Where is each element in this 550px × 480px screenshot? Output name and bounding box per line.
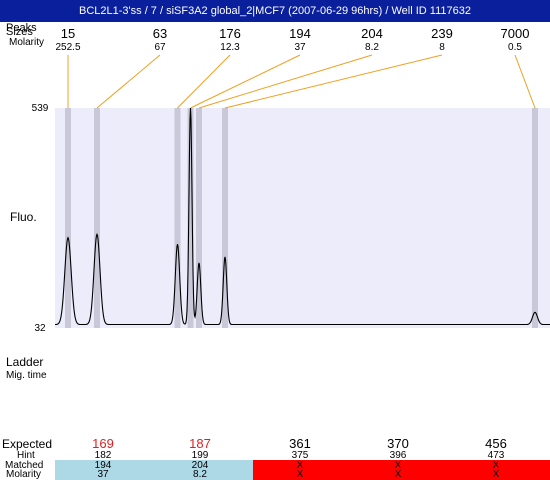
peak-connector xyxy=(198,54,373,109)
matched-row-bg xyxy=(55,460,253,480)
matched-label: Matched xyxy=(5,460,44,471)
peak-connector xyxy=(177,54,231,109)
peak-size-label: 204 xyxy=(361,26,383,41)
peak-molarity-label: 37 xyxy=(294,42,306,53)
peak-size-label: 239 xyxy=(431,26,453,41)
plot-area xyxy=(55,108,550,328)
matched-value: X xyxy=(394,460,402,471)
expected-value: 187 xyxy=(189,436,211,451)
peak-band xyxy=(174,108,181,328)
peak-band xyxy=(187,108,194,328)
expected-value: 370 xyxy=(387,436,409,451)
hint-value: 396 xyxy=(389,450,407,461)
window-title: BCL2L1-3'ss / 7 / siSF3A2 global_2|MCF7 … xyxy=(0,0,550,22)
hint-label: Hint xyxy=(17,450,35,461)
peak-size-label: 194 xyxy=(289,26,311,41)
peaks-label: Peaks xyxy=(6,22,37,34)
y-tick-min: 32 xyxy=(34,323,46,334)
fluo-axis-label: Fluo. xyxy=(10,210,37,224)
peak-size-label: 63 xyxy=(152,26,168,41)
peak-band xyxy=(532,108,538,328)
molarity-bottom-label: Molarity xyxy=(6,469,42,480)
peak-band xyxy=(196,108,202,328)
molarity-label: Molarity xyxy=(9,37,45,48)
peak-connector xyxy=(224,54,443,109)
peak-molarity-label: 0.5 xyxy=(508,42,522,53)
matched-value: 204 xyxy=(191,460,209,471)
matched-molarity-value: X xyxy=(492,469,500,480)
peak-molarity-label: 67 xyxy=(154,42,166,53)
peak-molarity-label: 8 xyxy=(439,42,445,53)
peak-size-label: 15 xyxy=(60,26,76,41)
peak-band xyxy=(222,108,228,328)
hint-value: 375 xyxy=(291,450,309,461)
peak-molarity-label: 12.3 xyxy=(220,42,240,53)
peak-molarity-label: 8.2 xyxy=(365,42,379,53)
peak-band xyxy=(94,108,100,328)
peak-connector xyxy=(190,54,301,109)
hint-value: 199 xyxy=(191,450,209,461)
ladder-label: Ladder xyxy=(6,355,44,369)
peak-molarity-label: 252.5 xyxy=(55,42,81,53)
expected-value: 456 xyxy=(485,436,507,451)
expected-value: 169 xyxy=(92,436,114,451)
matched-molarity-value: X xyxy=(296,469,304,480)
hint-value: 473 xyxy=(487,450,505,461)
matched-value: X xyxy=(492,460,500,471)
y-tick-max: 539 xyxy=(31,103,49,114)
matched-molarity-value: X xyxy=(394,469,402,480)
expected-label: Expected xyxy=(2,437,53,451)
peak-size-label: 176 xyxy=(219,26,241,41)
matched-value: 194 xyxy=(94,460,112,471)
peak-connector xyxy=(96,54,161,109)
peak-size-label: 7000 xyxy=(500,26,530,41)
matched-molarity-value: 8.2 xyxy=(193,469,207,480)
matched-value: X xyxy=(296,460,304,471)
peak-band xyxy=(65,108,71,328)
peak-connector xyxy=(514,54,536,109)
mig-time-label: Mig. time xyxy=(6,370,47,381)
hint-value: 182 xyxy=(94,450,112,461)
matched-molarity-value: 37 xyxy=(97,469,109,480)
expected-value: 361 xyxy=(289,436,311,451)
unmatched-row-bg xyxy=(253,460,550,480)
fluorescence-trace xyxy=(55,107,550,326)
sizes-label: Sizes xyxy=(6,26,33,38)
